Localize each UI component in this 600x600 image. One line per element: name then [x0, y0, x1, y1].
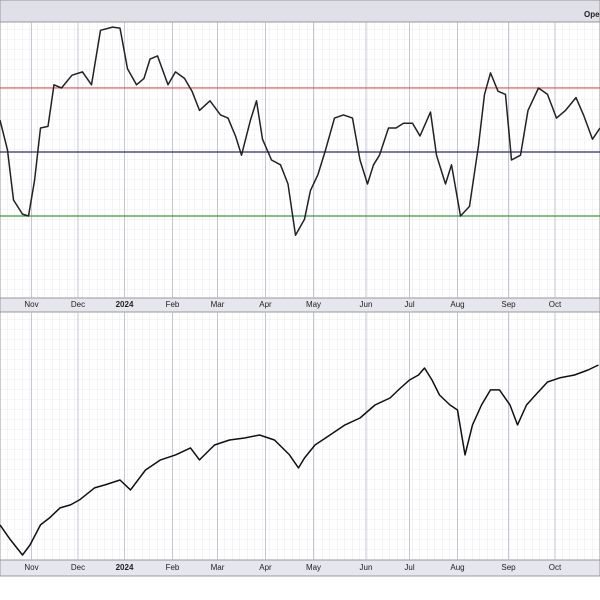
x-tick-label: 2024: [116, 300, 134, 309]
x-tick-label: Feb: [166, 300, 180, 309]
x-tick-label: Aug: [450, 300, 464, 309]
x-tick-label: Feb: [166, 563, 180, 572]
x-tick-label: Sep: [501, 563, 516, 572]
x-tick-label: Mar: [211, 563, 225, 572]
x-tick-label: 2024: [116, 563, 134, 572]
x-tick-label: Jun: [360, 563, 373, 572]
header-bar: [0, 0, 600, 23]
x-tick-label: Dec: [71, 563, 85, 572]
series-line: [0, 364, 599, 556]
x-tick-label: May: [306, 300, 321, 309]
x-tick-label: Apr: [259, 563, 272, 572]
x-tick-label: Apr: [259, 300, 272, 309]
x-tick-label: Jun: [360, 300, 373, 309]
x-tick-label: Mar: [211, 300, 225, 309]
panel-top: [0, 21, 600, 299]
x-tick-label: Sep: [501, 300, 516, 309]
x-tick-label: Dec: [71, 300, 85, 309]
x-tick-label: Jul: [404, 563, 414, 572]
x-tick-label: Nov: [24, 300, 38, 309]
date-strip: [0, 559, 600, 577]
panel-bottom: [0, 311, 600, 561]
x-tick-label: Oct: [549, 563, 562, 572]
x-tick-label: Nov: [24, 563, 38, 572]
x-tick-label: Jul: [404, 300, 414, 309]
x-tick-label: Oct: [549, 300, 562, 309]
header-text: Ope: [584, 10, 600, 19]
x-tick-label: May: [306, 563, 321, 572]
x-tick-label: Aug: [450, 563, 464, 572]
series-line: [0, 26, 600, 236]
